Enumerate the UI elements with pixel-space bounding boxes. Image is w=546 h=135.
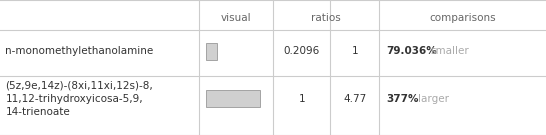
Text: 4.77: 4.77 [343,94,366,104]
Text: 0.2096: 0.2096 [283,46,320,56]
Text: comparisons: comparisons [429,13,496,23]
Bar [206,90,260,107]
Bar [206,43,217,60]
Text: ratios: ratios [311,13,341,23]
Text: 79.036%: 79.036% [386,46,437,56]
Text: smaller: smaller [431,46,470,56]
Text: 377%: 377% [386,94,419,104]
Text: (5z,9e,14z)-(8xi,11xi,12s)-8,
11,12-trihydroxyicosa-5,9,
14-trienoate: (5z,9e,14z)-(8xi,11xi,12s)-8, 11,12-trih… [5,80,153,117]
Text: 1: 1 [298,94,305,104]
Text: larger: larger [418,94,449,104]
Text: 1: 1 [352,46,358,56]
Text: n-monomethylethanolamine: n-monomethylethanolamine [5,46,154,56]
Text: visual: visual [221,13,252,23]
